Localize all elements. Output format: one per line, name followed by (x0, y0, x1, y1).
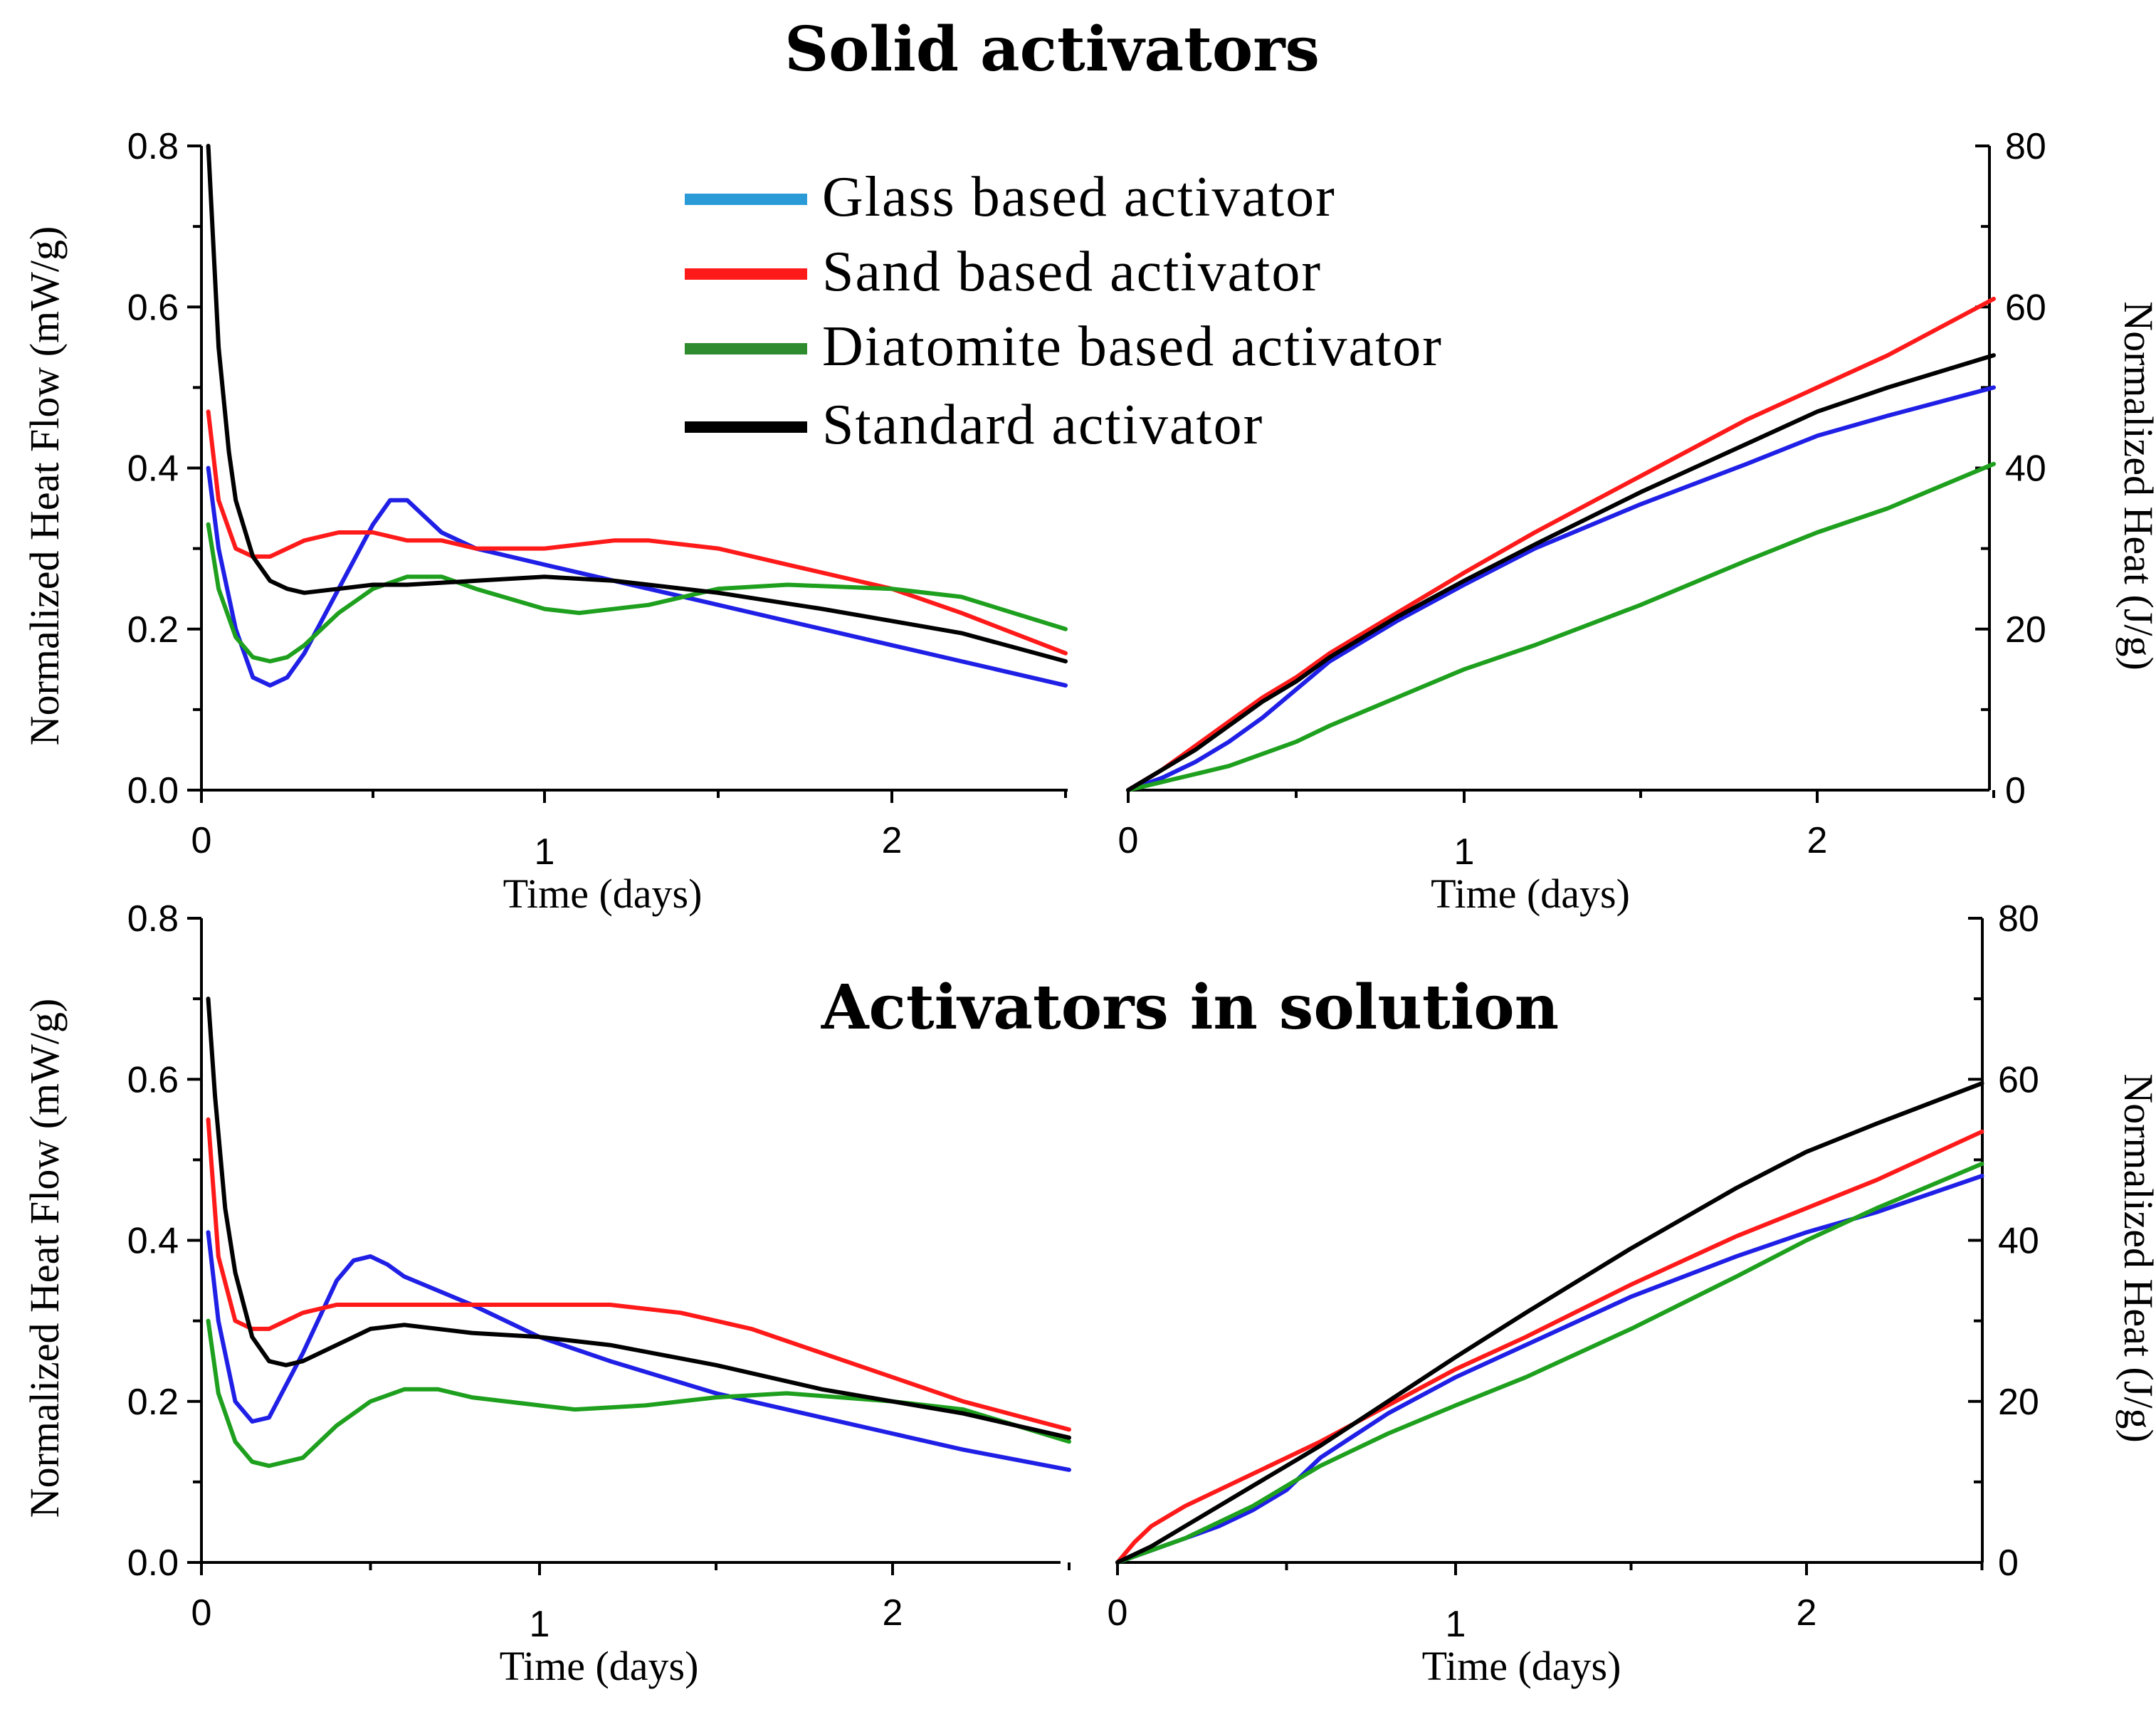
series-line-diatomite-based-activator (206, 1318, 1071, 1468)
series-line-sand-based-activator (206, 409, 1068, 656)
x-tick-label: 2 (883, 1592, 903, 1634)
y-tick-label: 0.2 (127, 1382, 179, 1423)
x-tick-label: 0 (1118, 820, 1139, 861)
y-tick-label: 0 (1998, 1543, 2019, 1584)
series-line-glass-based-activator (1126, 385, 1996, 792)
x-tick-label: 1 (535, 831, 555, 873)
y-axis-label: Normalized Heat (J/g) (2115, 1073, 2156, 1443)
y-tick-label: 80 (1998, 898, 2039, 940)
x-axis-label: Time (days) (1431, 871, 1630, 917)
legend-label-standard: Standard activator (822, 394, 1263, 456)
legend-swatch-standard (685, 421, 807, 433)
series-line-diatomite-based-activator (1126, 461, 1996, 792)
x-tick-label: 2 (882, 820, 903, 861)
solution-heat-flow-panel: 0.0 0.2 0.4 0.6 0.8 0 1 2 Time (days) Normalized … (21, 898, 1071, 1689)
legend-label-diatomite: Diatomite based activator (822, 315, 1443, 378)
y-tick-label: 20 (2005, 609, 2046, 651)
series-line-sand-based-activator (1126, 296, 1996, 792)
series-line-sand-based-activator (1115, 1129, 1984, 1565)
series-line-diatomite-based-activator (206, 522, 1068, 663)
y-tick-label: 0 (2005, 770, 2026, 811)
y-tick-label: 40 (1998, 1221, 2039, 1262)
series-line-glass-based-activator (206, 466, 1068, 688)
series-line-standard-activator (1115, 1081, 1984, 1565)
y-tick-label: 0.4 (127, 448, 179, 490)
series-line-glass-based-activator (206, 1230, 1071, 1472)
y-axis-label: Normalized Heat Flow (mW/g) (21, 999, 68, 1518)
legend: Glass based activator Sand based activat… (685, 166, 1443, 456)
y-tick-label: 60 (2005, 287, 2046, 328)
y-tick-label: 0.8 (127, 126, 179, 167)
legend-swatch-glass (685, 194, 807, 205)
y-tick-label: 0.8 (127, 898, 179, 940)
y-tick-label: 0.0 (127, 770, 179, 811)
x-tick-label: 1 (1454, 831, 1475, 873)
series-line-standard-activator (1126, 353, 1996, 792)
x-axis-label: Time (days) (1422, 1643, 1621, 1689)
y-tick-label: 40 (2005, 448, 2046, 490)
y-tick-label: 0.6 (127, 1059, 179, 1100)
series-line-sand-based-activator (206, 1117, 1071, 1432)
y-axis-label: Normalized Heat (J/g) (2115, 301, 2156, 671)
x-axis-label: Time (days) (503, 871, 703, 917)
legend-swatch-sand (685, 268, 807, 280)
y-tick-label: 0.6 (127, 287, 179, 328)
y-tick-label: 0.2 (127, 609, 179, 651)
x-axis-label: Time (days) (500, 1643, 699, 1689)
x-tick-label: 2 (1797, 1592, 1817, 1634)
y-tick-label: 0.0 (127, 1543, 179, 1584)
bottom-title: Activators in solution (821, 972, 1559, 1044)
solid-heat-flow-panel: 0.0 0.2 0.4 0.6 0.8 0 1 2 Time (days) Normalized … (21, 126, 1068, 917)
x-tick-label: 1 (530, 1604, 550, 1645)
solution-heat-panel: 0 20 40 60 80 0 1 2 Time (days) Normalized Heat (… (1108, 898, 2156, 1689)
series-line-diatomite-based-activator (1115, 1162, 1984, 1565)
y-tick-label: 0.4 (127, 1221, 179, 1262)
x-tick-label: 1 (1446, 1604, 1466, 1645)
legend-swatch-diatomite (685, 343, 807, 354)
legend-label-sand: Sand based activator (822, 241, 1322, 303)
y-tick-label: 80 (2005, 126, 2046, 167)
top-title: Solid activators (784, 14, 1320, 85)
legend-label-glass: Glass based activator (822, 166, 1336, 228)
x-tick-label: 0 (1108, 1592, 1128, 1634)
series-line-standard-activator (206, 144, 1068, 663)
y-tick-label: 60 (1998, 1059, 2039, 1100)
x-tick-label: 0 (191, 1592, 212, 1634)
x-tick-label: 0 (191, 820, 212, 861)
solid-heat-panel: 0 20 40 60 80 0 1 2 Time (days) Normalized Heat (… (1118, 126, 2156, 917)
plots-area: 0.0 0.2 0.4 0.6 0.8 0 1 2 Time (days) Normalized … (21, 126, 2156, 1689)
y-axis-label: Normalized Heat Flow (mW/g) (21, 226, 68, 746)
x-tick-label: 2 (1807, 820, 1828, 861)
series-line-glass-based-activator (1115, 1174, 1984, 1565)
y-tick-label: 20 (1998, 1382, 2039, 1423)
series-line-standard-activator (206, 997, 1071, 1440)
